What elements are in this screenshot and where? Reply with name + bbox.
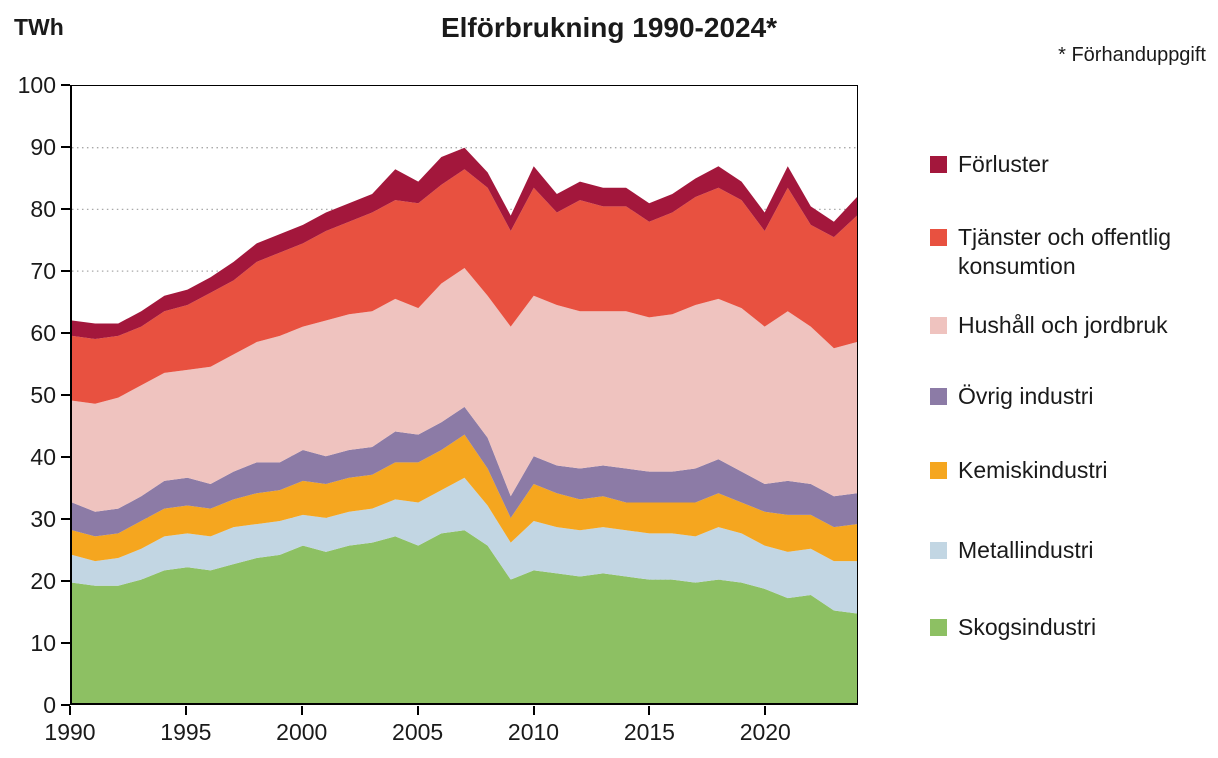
legend-label-kemiskindustri: Kemiskindustri	[958, 457, 1108, 483]
y-tick-label-80: 80	[30, 196, 56, 222]
legend-item-tjanster-och-offentlig-konsumtion: Tjänster och offentlig konsumtion	[930, 223, 1218, 281]
y-tick-mark	[61, 518, 70, 520]
x-tick-mark	[184, 706, 187, 715]
legend-label-metallindustri: Metallindustri	[958, 537, 1094, 563]
area-ovrig-industri	[72, 406, 857, 537]
y-axis-unit-label: TWh	[14, 14, 64, 40]
y-tick-mark	[61, 456, 70, 458]
y-tick-label-60: 60	[30, 320, 56, 346]
x-tick-label-2015: 2015	[623, 719, 675, 745]
y-tick-mark	[61, 270, 70, 272]
x-tick-label-2005: 2005	[392, 719, 444, 745]
x-tick-mark	[532, 706, 535, 715]
legend-item-kemiskindustri: Kemiskindustri	[930, 456, 1218, 485]
y-tick-mark	[61, 394, 70, 396]
y-tick-label-30: 30	[30, 506, 56, 532]
x-tick-mark	[764, 706, 767, 715]
area-skogsindustri	[72, 530, 857, 703]
area-metallindustri	[72, 477, 857, 614]
y-tick-mark	[61, 332, 70, 334]
plot-area	[70, 85, 858, 705]
legend-label-forluster: Förluster	[958, 151, 1049, 177]
y-tick-mark	[61, 84, 70, 86]
y-tick-mark	[61, 642, 70, 644]
y-tick-label-0: 0	[43, 692, 56, 718]
legend-swatch-tjanster-och-offentlig-konsumtion	[930, 229, 947, 246]
area-forluster	[72, 147, 857, 339]
legend-label-hushall-och-jordbruk: Hushåll och jordbruk	[958, 312, 1168, 338]
legend-item-forluster: Förluster	[930, 150, 1218, 179]
stacked-area-chart	[72, 147, 857, 703]
y-tick-mark	[61, 580, 70, 582]
legend-item-hushall-och-jordbruk: Hushåll och jordbruk	[930, 311, 1218, 340]
legend-swatch-hushall-och-jordbruk	[930, 317, 947, 334]
x-tick-label-2000: 2000	[276, 719, 328, 745]
legend-swatch-skogsindustri	[930, 619, 947, 636]
chart-title: Elförbrukning 1990-2024*	[440, 12, 778, 43]
legend-swatch-kemiskindustri	[930, 462, 947, 479]
x-tick-label-1995: 1995	[160, 719, 212, 745]
x-tick-mark	[69, 706, 71, 715]
legend-swatch-forluster	[930, 156, 947, 173]
legend-item-metallindustri: Metallindustri	[930, 536, 1218, 565]
legend-label-skogsindustri: Skogsindustri	[958, 614, 1097, 640]
x-tick-mark	[416, 706, 419, 715]
legend-label-ovrig-industri: Övrig industri	[958, 383, 1094, 409]
y-tick-mark	[61, 146, 70, 148]
x-tick-label-2020: 2020	[739, 719, 791, 745]
area-kemiskindustri	[72, 434, 857, 562]
x-tick-label-1990: 1990	[44, 719, 96, 745]
y-tick-label-50: 50	[30, 382, 56, 408]
area-tjanster-och-offentlig-konsumtion	[72, 169, 857, 404]
legend-swatch-ovrig-industri	[930, 388, 947, 405]
y-tick-label-20: 20	[30, 568, 56, 594]
y-tick-label-90: 90	[30, 134, 56, 160]
x-tick-mark	[300, 706, 303, 715]
chart-legend: Förluster Tjänster och offentlig konsumti…	[930, 150, 1218, 686]
y-tick-label-70: 70	[30, 258, 56, 284]
x-tick-label-2010: 2010	[507, 719, 560, 745]
y-tick-label-100: 100	[17, 72, 56, 98]
legend-item-ovrig-industri: Övrig industri	[930, 382, 1218, 411]
x-tick-mark	[648, 706, 651, 715]
footnote-label: * Förhanduppgift	[1058, 44, 1206, 66]
y-tick-label-10: 10	[30, 630, 56, 656]
y-tick-mark	[61, 704, 70, 706]
area-hushall-och-jordbruk	[72, 268, 857, 512]
legend-label-tjanster-och-offentlig-konsumtion: Tjänster och offentlig konsumtion	[958, 224, 1172, 279]
y-tick-label-40: 40	[30, 444, 56, 470]
y-tick-mark	[61, 208, 70, 210]
legend-swatch-metallindustri	[930, 542, 947, 559]
legend-item-skogsindustri: Skogsindustri	[930, 613, 1218, 642]
